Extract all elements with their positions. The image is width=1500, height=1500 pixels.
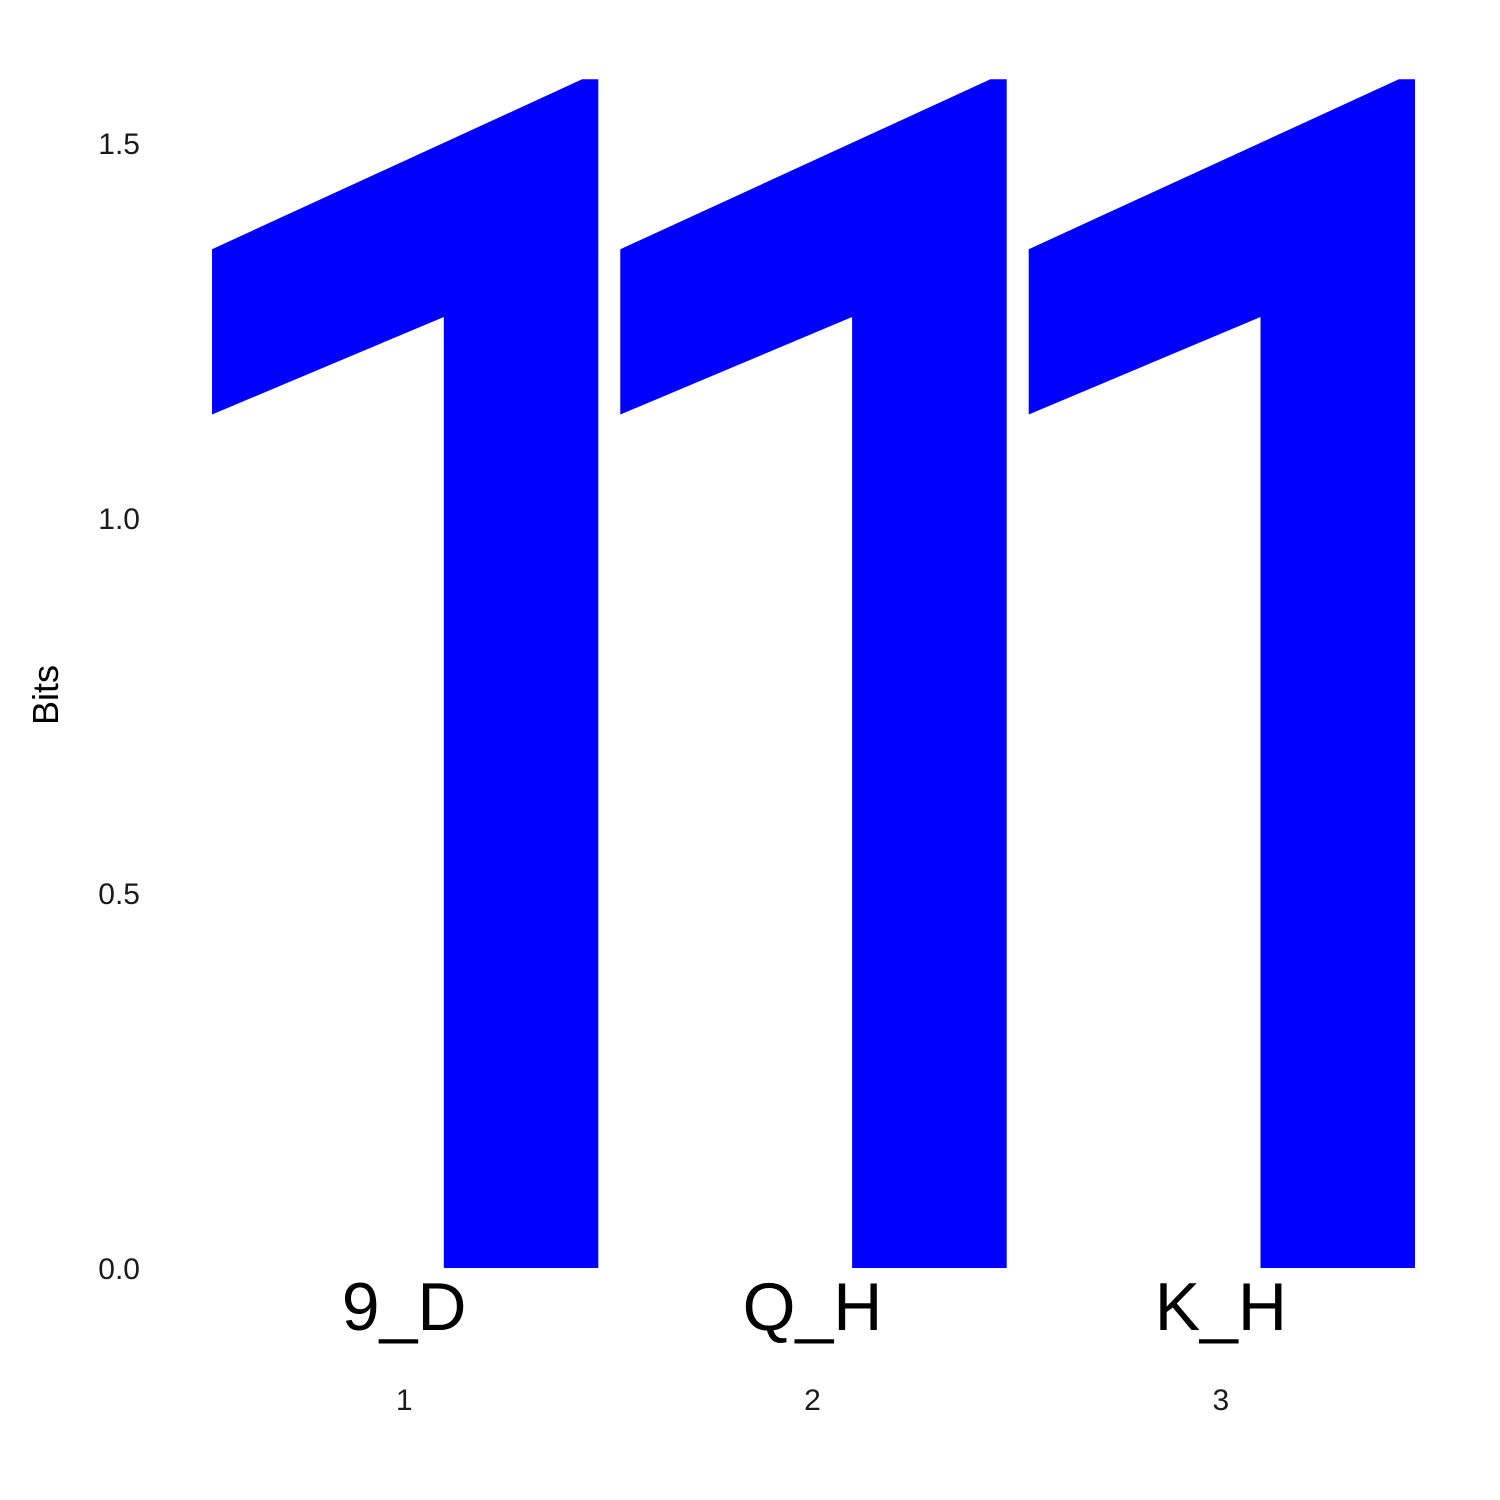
x-tick-label: 1	[396, 1384, 413, 1417]
y-tick-label: 1.0	[98, 503, 140, 536]
position-label: 9_D	[342, 1269, 467, 1345]
x-tick-label: 3	[1212, 1384, 1229, 1417]
y-axis-ticks: 0.0 0.5 1.0 1.5	[98, 128, 140, 1286]
logo-glyphs	[212, 79, 1415, 1268]
y-tick-label: 0.5	[98, 878, 140, 911]
position-label: Q_H	[743, 1269, 883, 1345]
y-axis-title: Bits	[25, 665, 66, 725]
position-labels: 9_D Q_H K_H	[342, 1269, 1287, 1345]
logo-glyph	[1028, 79, 1415, 1268]
x-tick-label: 2	[804, 1384, 821, 1417]
y-tick-label: 1.5	[98, 128, 140, 161]
position-numbers: 1 2 3	[396, 1384, 1229, 1417]
logo-glyph	[212, 79, 599, 1268]
logo-glyph	[620, 79, 1007, 1268]
position-label: K_H	[1155, 1269, 1287, 1345]
y-tick-label: 0.0	[98, 1253, 140, 1286]
